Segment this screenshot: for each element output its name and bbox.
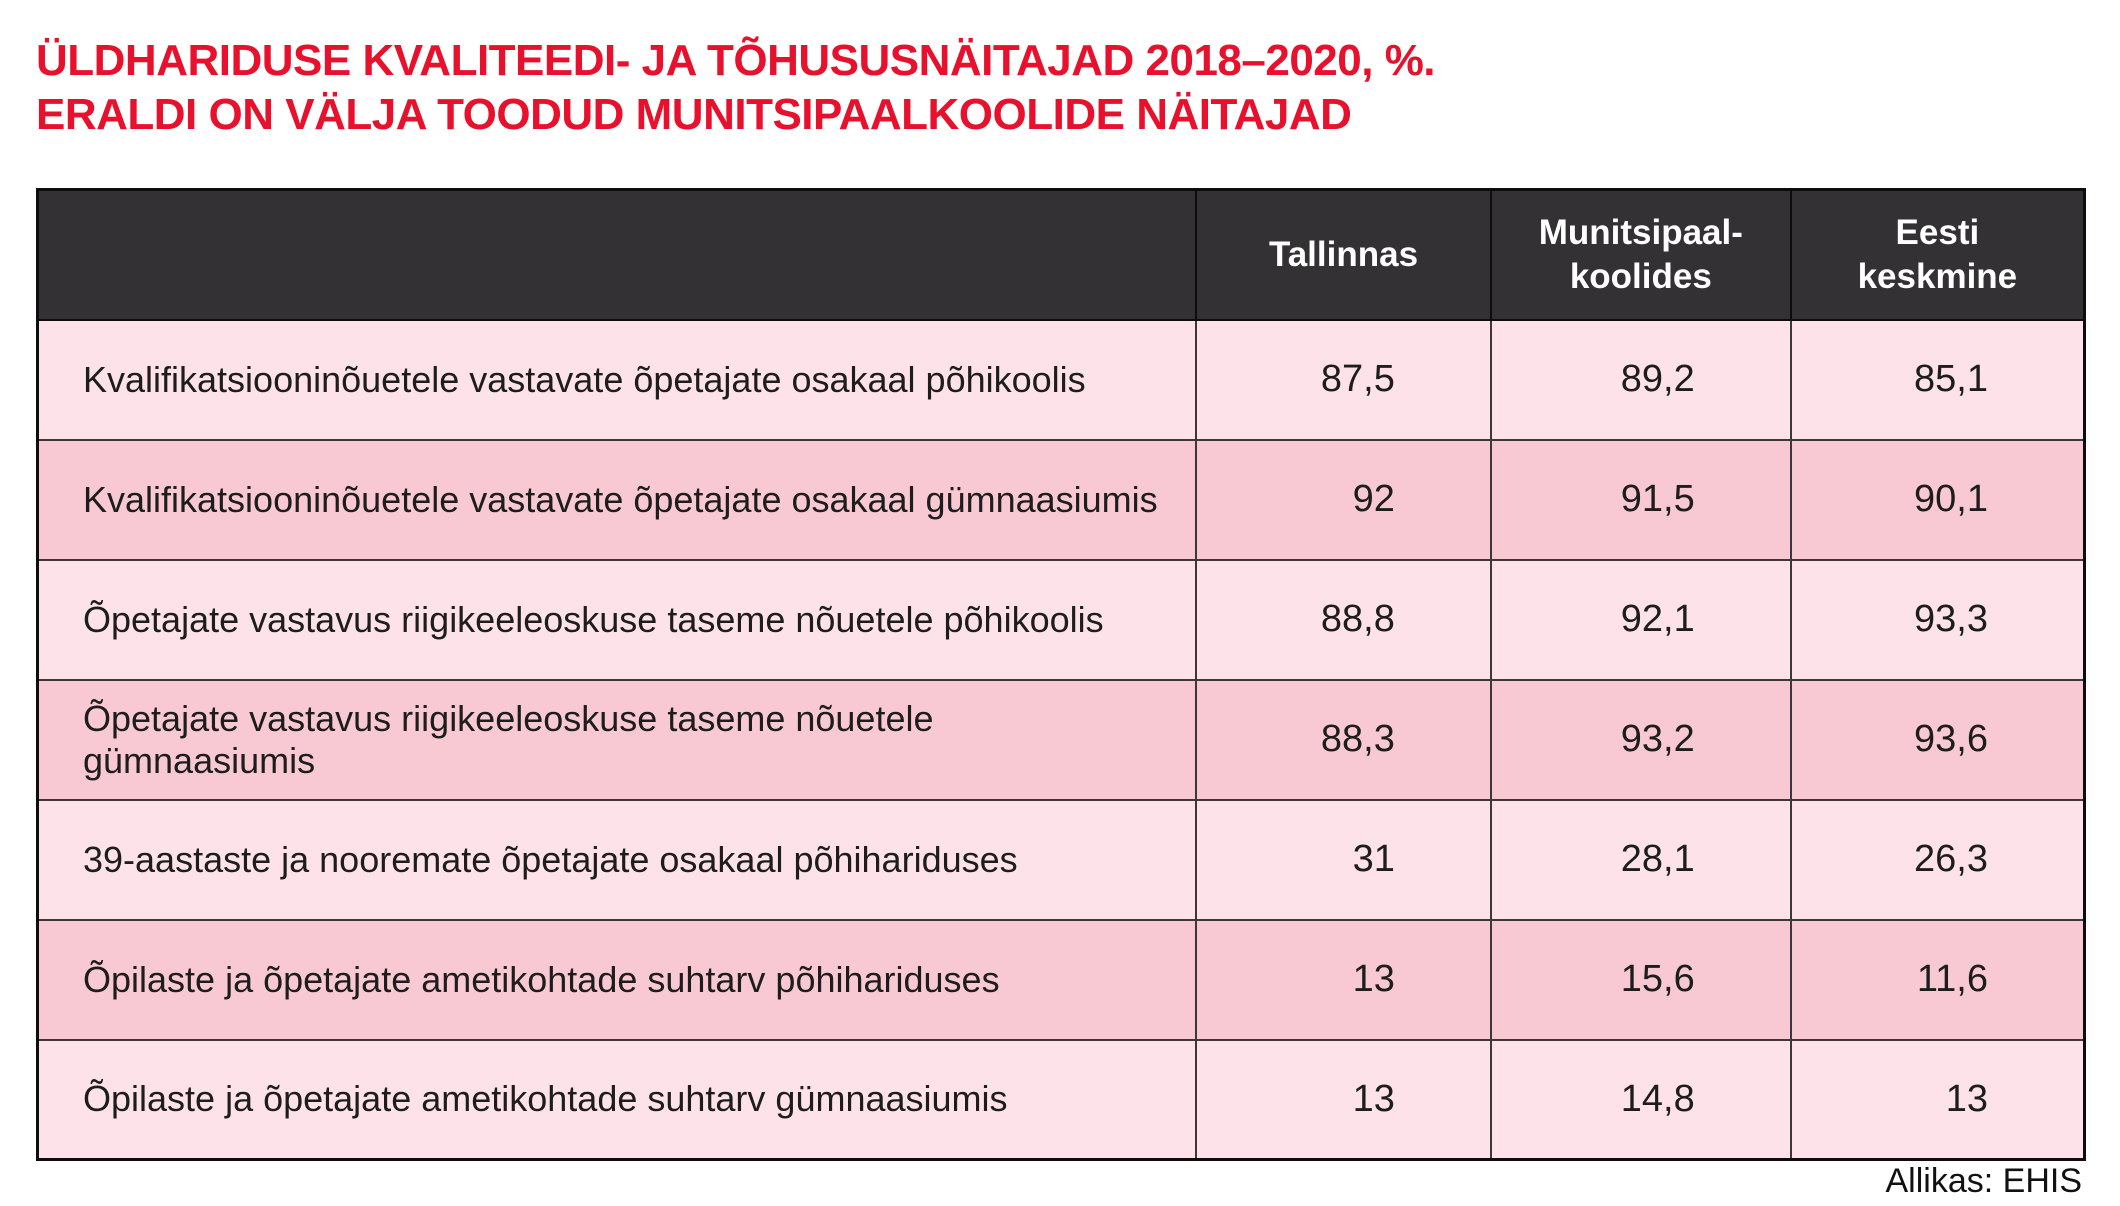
- page-title-line-1: ÜLDHARIDUSE KVALITEEDI- JA TÕHUSUSNÄITAJ…: [36, 36, 1436, 85]
- header-row: Tallinnas Munitsipaal- koolides Eesti ke…: [36, 188, 2086, 321]
- value-cell-tallinnas: 88,3: [1195, 678, 1492, 801]
- value-cell-tallinnas: 13: [1195, 1038, 1492, 1161]
- table-row: Õpilaste ja õpetajate ametikohtade suhta…: [36, 1038, 2086, 1161]
- value-cell-eesti-keskmine: 13: [1789, 1038, 2086, 1161]
- value-cell-munitsipaalkoolides: 14,8: [1489, 1038, 1792, 1161]
- value-cell-munitsipaalkoolides: 92,1: [1489, 558, 1792, 681]
- table-row: Õpilaste ja õpetajate ametikohtade suhta…: [36, 918, 2086, 1041]
- row-label: Õpetajate vastavus riigikeeleoskuse tase…: [36, 558, 1198, 681]
- header-cell-munitsipaalkoolides: Munitsipaal- koolides: [1489, 188, 1792, 321]
- table-row: 39-aastaste ja nooremate õpetajate osaka…: [36, 798, 2086, 921]
- value-cell-eesti-keskmine: 90,1: [1789, 438, 2086, 561]
- value-cell-tallinnas: 31: [1195, 798, 1492, 921]
- value-cell-tallinnas: 87,5: [1195, 318, 1492, 441]
- value-cell-munitsipaalkoolides: 91,5: [1489, 438, 1792, 561]
- value-cell-eesti-keskmine: 93,6: [1789, 678, 2086, 801]
- table-header: Tallinnas Munitsipaal- koolides Eesti ke…: [36, 188, 2086, 321]
- table-row: Õpetajate vastavus riigikeeleoskuse tase…: [36, 678, 2086, 801]
- row-label: Õpilaste ja õpetajate ametikohtade suhta…: [36, 1038, 1198, 1161]
- header-cell-eesti-keskmine: Eesti keskmine: [1789, 188, 2086, 321]
- value-cell-eesti-keskmine: 85,1: [1789, 318, 2086, 441]
- value-cell-eesti-keskmine: 11,6: [1789, 918, 2086, 1041]
- page-title-line-2: ERALDI ON VÄLJA TOODUD MUNITSIPAALKOOLID…: [36, 90, 1352, 139]
- row-label: Kvalifikatsiooninõuetele vastavate õpeta…: [36, 438, 1198, 561]
- row-label: Õpetajate vastavus riigikeeleoskuse tase…: [36, 678, 1198, 801]
- value-cell-tallinnas: 92: [1195, 438, 1492, 561]
- value-cell-munitsipaalkoolides: 28,1: [1489, 798, 1792, 921]
- header-cell-empty: [36, 188, 1198, 321]
- row-label: 39-aastaste ja nooremate õpetajate osaka…: [36, 798, 1198, 921]
- value-cell-eesti-keskmine: 93,3: [1789, 558, 2086, 681]
- indicators-table: Tallinnas Munitsipaal- koolides Eesti ke…: [36, 188, 2086, 1161]
- table-row: Kvalifikatsiooninõuetele vastavate õpeta…: [36, 438, 2086, 561]
- table-row: Kvalifikatsiooninõuetele vastavate õpeta…: [36, 318, 2086, 441]
- title-block: ÜLDHARIDUSE KVALITEEDI- JA TÕHUSUSNÄITAJ…: [36, 34, 2086, 142]
- row-label: Kvalifikatsiooninõuetele vastavate õpeta…: [36, 318, 1198, 441]
- value-cell-tallinnas: 88,8: [1195, 558, 1492, 681]
- row-label: Õpilaste ja õpetajate ametikohtade suhta…: [36, 918, 1198, 1041]
- value-cell-tallinnas: 13: [1195, 918, 1492, 1041]
- value-cell-munitsipaalkoolides: 89,2: [1489, 318, 1792, 441]
- value-cell-eesti-keskmine: 26,3: [1789, 798, 2086, 921]
- table-row: Õpetajate vastavus riigikeeleoskuse tase…: [36, 558, 2086, 681]
- source-attribution: Allikas: EHIS: [1885, 1162, 2083, 1200]
- header-cell-tallinnas: Tallinnas: [1195, 188, 1492, 321]
- table-body: Kvalifikatsiooninõuetele vastavate õpeta…: [36, 318, 2086, 1161]
- value-cell-munitsipaalkoolides: 93,2: [1489, 678, 1792, 801]
- value-cell-munitsipaalkoolides: 15,6: [1489, 918, 1792, 1041]
